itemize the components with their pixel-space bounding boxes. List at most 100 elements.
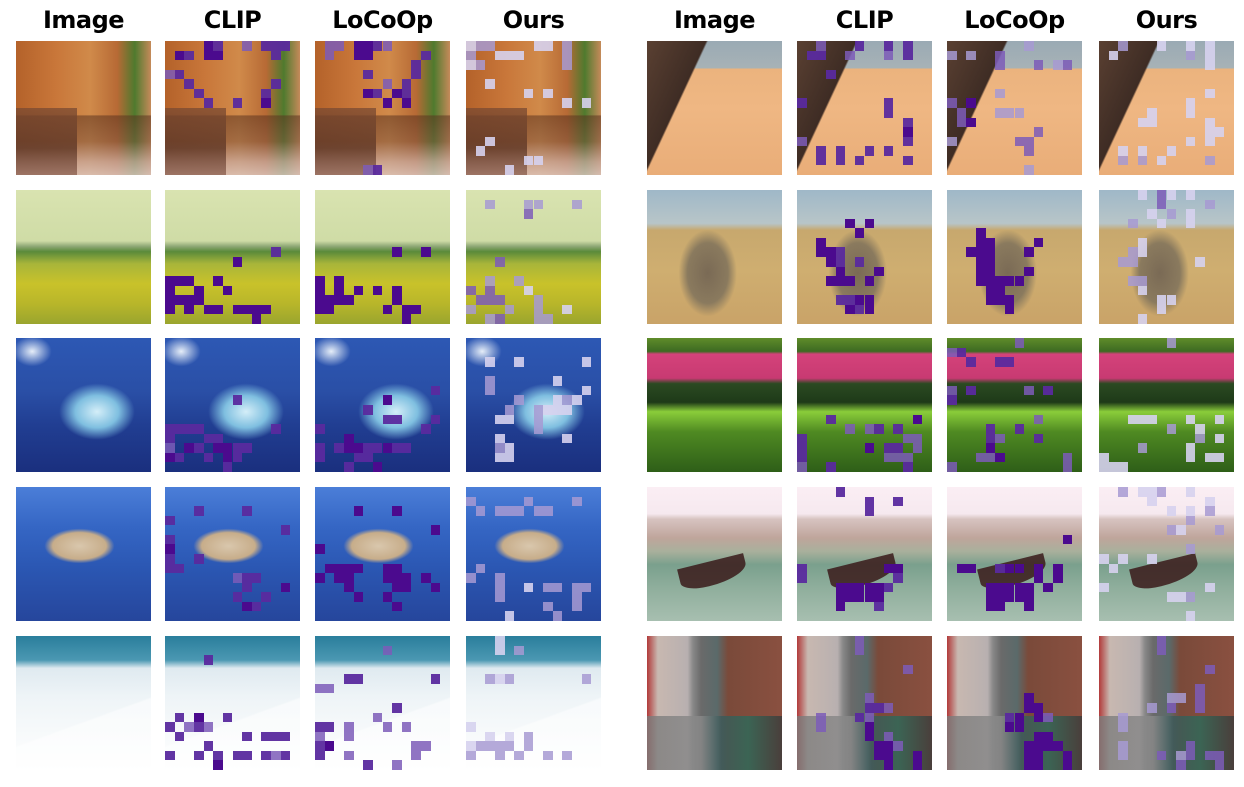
heatmap-patch (1033, 237, 1044, 248)
heatmap-patch (1156, 645, 1167, 656)
heatmap-patch (562, 50, 573, 61)
image-cell-ours-wave (466, 338, 601, 472)
heatmap-patch (1185, 136, 1196, 147)
heatmap-patch (883, 582, 894, 593)
heatmap-patch (1014, 722, 1025, 732)
heatmap-patch (1214, 433, 1225, 444)
heatmap-patch (797, 136, 807, 147)
heatmap-overlay (947, 190, 1082, 324)
heatmap-patch (1004, 563, 1015, 574)
heatmap-patch (165, 443, 175, 453)
heatmap-patch (1147, 209, 1157, 219)
heatmap-patch (1014, 338, 1025, 348)
heatmap-patch (165, 452, 175, 463)
heatmap-overlay (315, 338, 450, 472)
image-cell-ours-house (1099, 338, 1234, 472)
heatmap-patch (825, 257, 836, 267)
heatmap-patch (1205, 88, 1215, 99)
image-cell-clip-wave (165, 338, 300, 472)
heatmap-patch (562, 750, 573, 761)
image-cell-image-canal (647, 636, 782, 770)
heatmap-patch (315, 285, 325, 296)
heatmap-overlay (947, 338, 1082, 472)
heatmap-patch (947, 136, 957, 147)
heatmap-patch (995, 295, 1005, 305)
heatmap-patch (1147, 496, 1157, 507)
heatmap-patch (466, 41, 476, 51)
heatmap-patch (995, 357, 1005, 367)
heatmap-patch (995, 276, 1005, 286)
heatmap-overlay (797, 190, 932, 324)
heatmap-patch (864, 146, 875, 156)
heatmap-patch (533, 414, 544, 425)
heatmap-patch (797, 563, 807, 574)
heatmap-patch (1185, 190, 1196, 200)
heatmap-patch (1166, 424, 1177, 434)
heatmap-patch (816, 50, 826, 61)
image-cell-ours-camel (1099, 190, 1234, 324)
heatmap-patch (193, 285, 204, 296)
heatmap-patch (1214, 750, 1225, 761)
heatmap-patch (1127, 276, 1138, 286)
heatmap-patch (485, 136, 495, 147)
image-cell-ours-canal (1099, 636, 1234, 770)
heatmap-patch (1099, 452, 1109, 463)
heatmap-patch (1004, 304, 1015, 315)
heatmap-patch (1043, 712, 1054, 723)
heatmap-patch (825, 462, 836, 472)
heatmap-overlay (1099, 190, 1234, 324)
heatmap-patch (392, 760, 402, 770)
heatmap-patch (1137, 146, 1148, 156)
heatmap-patch (392, 443, 402, 453)
heatmap-patch (995, 60, 1005, 70)
scene-image-camel (647, 190, 782, 324)
heatmap-patch (213, 443, 223, 453)
heatmap-patch (893, 424, 904, 434)
heatmap-patch (1033, 573, 1044, 583)
heatmap-patch (411, 60, 422, 70)
heatmap-patch (1024, 266, 1034, 277)
heatmap-patch (835, 592, 846, 602)
heatmap-patch (280, 750, 291, 761)
heatmap-patch (1033, 750, 1044, 761)
heatmap-patch (174, 69, 185, 80)
heatmap-patch (533, 304, 544, 315)
heatmap-overlay (947, 487, 1082, 621)
heatmap-patch (392, 414, 402, 425)
scene-image-canyon (165, 41, 300, 175)
heatmap-patch (1099, 462, 1109, 472)
heatmap-patch (543, 750, 553, 761)
heatmap-patch (401, 314, 412, 324)
heatmap-patch (514, 50, 524, 61)
heatmap-patch (816, 41, 826, 51)
heatmap-patch (213, 50, 223, 61)
heatmap-patch (864, 496, 875, 507)
heatmap-patch (985, 582, 996, 593)
heatmap-patch (1166, 295, 1177, 305)
heatmap-patch (864, 304, 875, 315)
heatmap-patch (334, 276, 344, 286)
heatmap-patch (1205, 117, 1215, 128)
heatmap-patch (494, 314, 505, 324)
heatmap-patch (883, 50, 894, 61)
heatmap-patch (184, 79, 194, 89)
heatmap-patch (184, 304, 194, 315)
heatmap-patch (392, 563, 402, 574)
heatmap-patch (985, 443, 996, 453)
heatmap-patch (430, 385, 441, 396)
heatmap-patch (975, 452, 986, 463)
heatmap-overlay (1099, 487, 1234, 621)
heatmap-patch (864, 582, 875, 593)
heatmap-patch (893, 741, 904, 751)
heatmap-patch (912, 414, 923, 425)
image-cell-ours-field (466, 190, 601, 324)
heatmap-patch (1166, 190, 1177, 200)
heatmap-patch (203, 722, 214, 732)
heatmap-patch (372, 41, 383, 51)
heatmap-patch (372, 165, 383, 175)
heatmap-patch (232, 452, 243, 463)
heatmap-patch (523, 209, 534, 219)
heatmap-patch (912, 750, 923, 761)
heatmap-patch (1185, 487, 1196, 497)
heatmap-patch (533, 424, 544, 434)
